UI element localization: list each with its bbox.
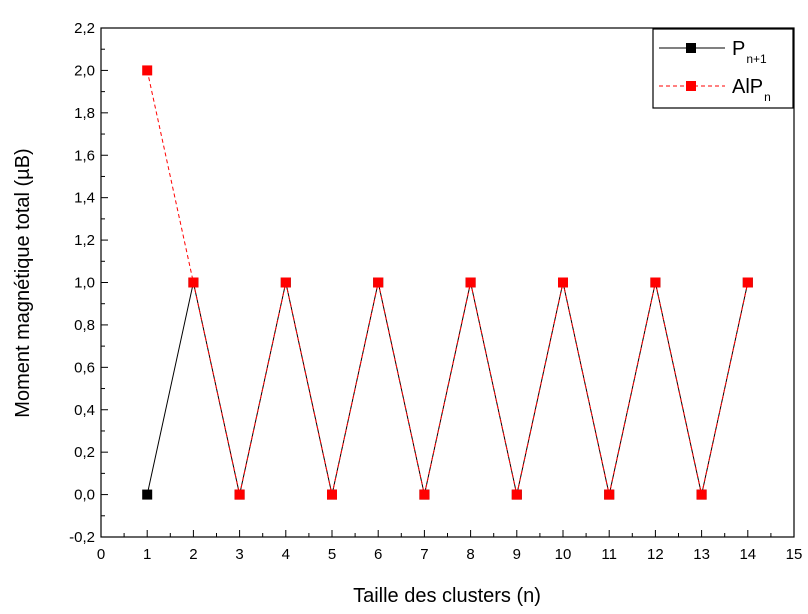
data-point (188, 277, 199, 288)
x-tick-label: 0 (97, 546, 105, 563)
x-tick-label: 11 (601, 546, 617, 563)
y-tick-label: 1,2 (74, 232, 95, 249)
legend-sub-p: n+1 (746, 52, 767, 66)
data-point (511, 489, 522, 500)
x-tick-label: 1 (143, 546, 151, 563)
legend-label-p: P (732, 38, 745, 60)
y-tick-label: 2,0 (74, 62, 95, 79)
svg-text:Pn+1: Pn+1 (732, 38, 767, 66)
x-tick-label: 10 (555, 546, 572, 563)
data-point (234, 489, 245, 500)
x-tick-label: 7 (420, 546, 428, 563)
y-axis-title: Moment magnétique total (µB) (12, 148, 34, 417)
data-point (280, 277, 291, 288)
data-point (373, 277, 384, 288)
y-tick-label: 0,8 (74, 317, 95, 334)
x-tick-label: 12 (647, 546, 664, 563)
data-point (558, 277, 568, 288)
x-tick-label: 4 (282, 546, 290, 563)
svg-text:AlPn: AlPn (732, 76, 771, 104)
x-tick-label: 15 (786, 546, 803, 563)
data-point (742, 277, 753, 288)
x-tick-label: 5 (328, 546, 336, 563)
y-tick-label: 2,2 (74, 20, 95, 37)
legend-sub-alp: n (764, 90, 771, 104)
y-tick-label: 1,8 (74, 105, 95, 122)
legend-marker-alp (686, 81, 696, 91)
legend-marker-p (686, 43, 696, 53)
series-line (146, 70, 749, 495)
data-point (142, 489, 153, 500)
y-tick-label: 0,0 (74, 487, 95, 504)
data-point (465, 277, 476, 288)
x-tick-label: 9 (513, 546, 521, 563)
legend-box (652, 28, 794, 109)
legend: Pn+1 AlPn (652, 28, 794, 109)
y-tick-label: -0,2 (69, 529, 95, 546)
data-point (604, 489, 615, 500)
x-tick-label: 6 (374, 546, 382, 563)
data-point (650, 277, 661, 288)
data-point (419, 489, 430, 500)
y-tick-label: 0,2 (74, 444, 95, 461)
x-axis-title: Taille des clusters (n) (353, 585, 541, 607)
series-layer (142, 65, 753, 500)
x-tick-label: 2 (189, 546, 197, 563)
data-point (327, 489, 337, 500)
data-point (142, 65, 153, 76)
y-tick-label: 0,6 (74, 359, 95, 376)
y-tick-label: 1,4 (74, 190, 95, 207)
y-tick-label: 1,6 (74, 147, 95, 164)
axis-ticks (100, 27, 795, 538)
x-tick-label: 14 (739, 546, 756, 563)
y-tick-label: 0,4 (74, 402, 95, 419)
x-tick-label: 8 (466, 546, 474, 563)
data-point (696, 489, 707, 500)
axis-tick-labels: 0 1 2 3 4 5 6 7 8 9 10 11 12 13 14 15-0,20,00,20,40,60,… (69, 20, 802, 563)
legend-label-alp: AlP (732, 76, 763, 98)
x-tick-label: 13 (693, 546, 710, 563)
x-tick-label: 3 (235, 546, 243, 563)
y-tick-label: 1,0 (74, 275, 95, 292)
